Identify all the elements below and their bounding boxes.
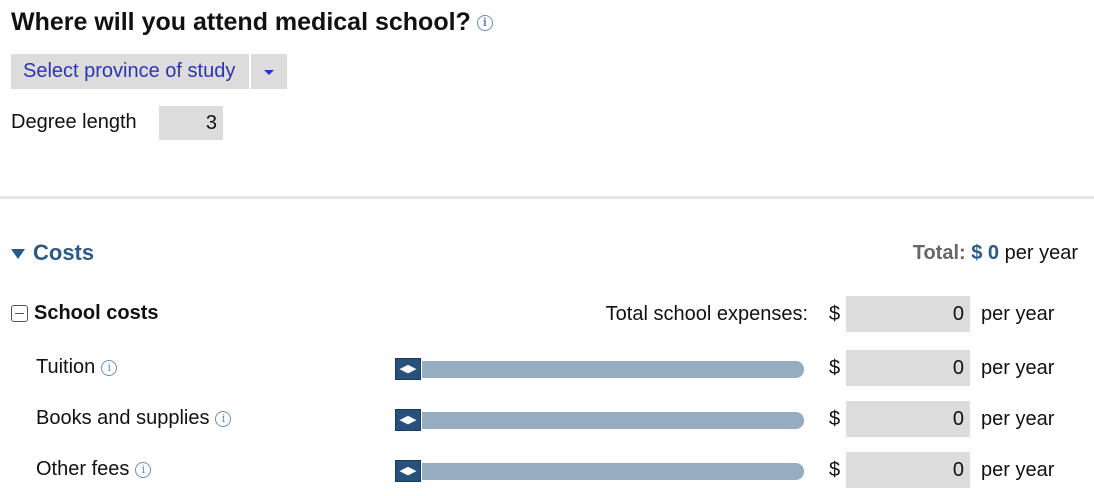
info-icon[interactable]: i	[215, 410, 232, 427]
unit: per year	[981, 357, 1055, 379]
costs-title: Costs	[33, 240, 95, 265]
unit: per year	[981, 459, 1055, 481]
school-costs-toggle[interactable]: School costs	[11, 302, 158, 325]
unit: per year	[981, 408, 1055, 430]
collapse-icon	[11, 305, 28, 323]
item-label: Other fees	[36, 458, 130, 480]
cost-item-label: Other fees i	[36, 458, 152, 481]
page-title: Where will you attend medical school? i	[11, 8, 493, 37]
province-select[interactable]: Select province of study	[11, 54, 249, 89]
item-label: Books and supplies	[36, 407, 210, 429]
costs-total: Total: $ 0 per year	[913, 242, 1078, 265]
degree-length-input[interactable]: 3	[159, 106, 223, 140]
total-value: $ 0	[971, 242, 1000, 264]
school-expenses-label: Total school expenses:	[605, 303, 808, 325]
unit: per year	[981, 303, 1055, 325]
degree-length-label: Degree length	[11, 111, 137, 133]
info-icon[interactable]: i	[476, 15, 493, 32]
currency: $	[829, 357, 841, 379]
school-expenses-value: 0	[846, 296, 970, 332]
slider-track[interactable]	[422, 463, 804, 480]
cost-item-label: Tuition i	[36, 356, 118, 379]
slider-track[interactable]	[422, 412, 804, 429]
caret-down-icon	[11, 249, 25, 260]
cost-input[interactable]: 0	[846, 350, 970, 386]
total-label: Total:	[912, 242, 966, 264]
costs-toggle[interactable]: Costs	[11, 240, 94, 266]
info-icon[interactable]: i	[135, 461, 152, 478]
cost-input[interactable]: 0	[846, 452, 970, 488]
currency: $	[829, 303, 841, 325]
currency: $	[829, 408, 841, 430]
total-unit: per year	[1004, 242, 1078, 264]
slider-track[interactable]	[422, 361, 804, 378]
info-icon[interactable]: i	[101, 359, 118, 376]
slider-handle[interactable]: ◀▶	[395, 358, 421, 380]
cost-input[interactable]: 0	[846, 401, 970, 437]
school-costs-title: School costs	[34, 302, 159, 324]
dropdown-arrow-button[interactable]	[251, 54, 287, 89]
title-text: Where will you attend medical school?	[11, 8, 471, 36]
divider	[0, 196, 1094, 199]
slider-handle[interactable]: ◀▶	[395, 460, 421, 482]
slider-handle[interactable]: ◀▶	[395, 409, 421, 431]
currency: $	[829, 459, 841, 481]
cost-item-label: Books and supplies i	[36, 407, 232, 430]
item-label: Tuition	[36, 356, 96, 378]
